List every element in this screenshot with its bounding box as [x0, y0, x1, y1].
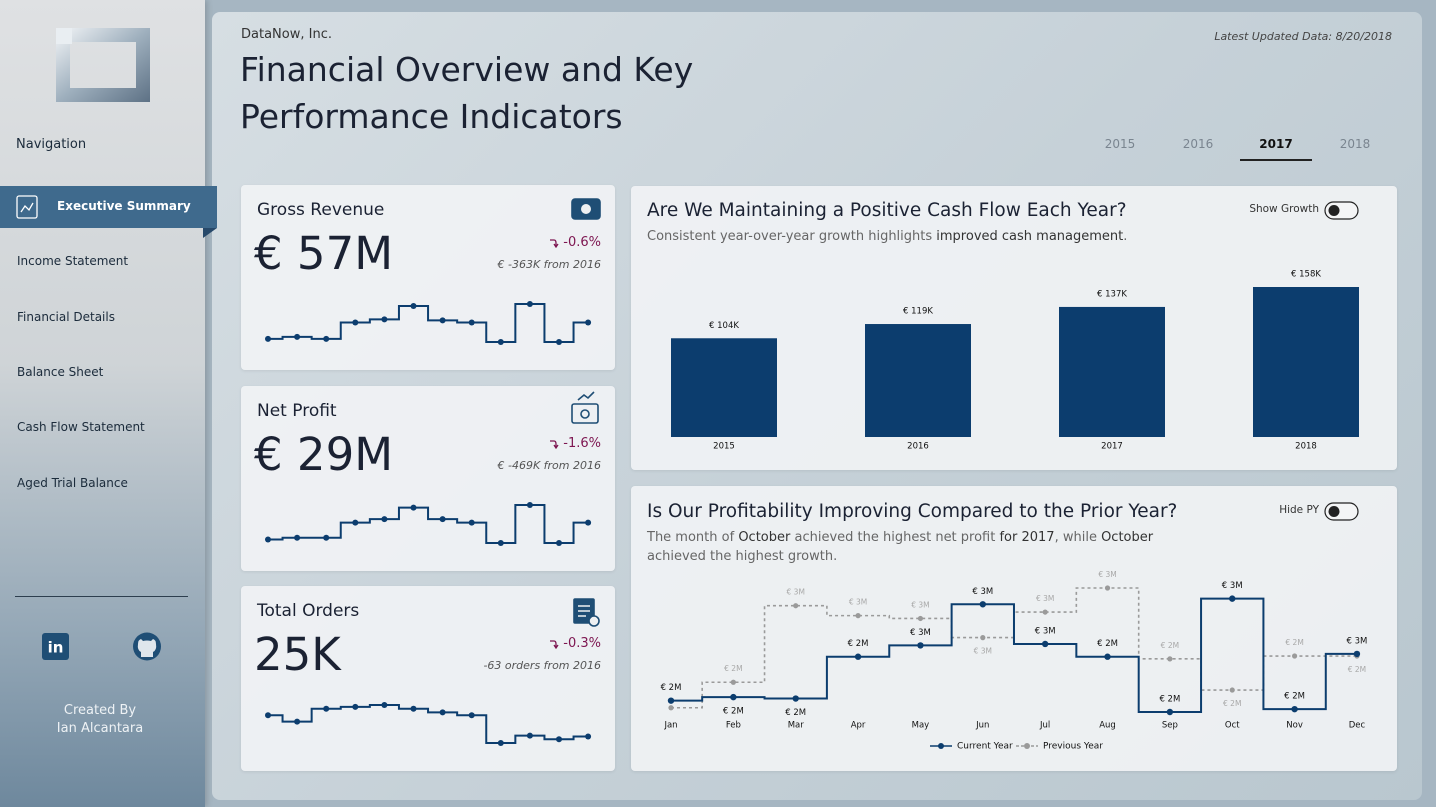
toggle-label: Hide PY: [1279, 504, 1319, 516]
subtitle-part: , while: [1054, 530, 1102, 545]
year-underline: [1240, 159, 1312, 161]
kpi-change: -0.3%: [549, 636, 601, 651]
year-button[interactable]: 2018: [1339, 137, 1371, 151]
subtitle-part: improved cash management: [936, 229, 1124, 244]
nav-item[interactable]: Balance Sheet: [17, 365, 104, 379]
chart-subtitle: The month of October achieved the highes…: [647, 528, 1167, 566]
kpi-comparison: € -469K from 2016: [497, 459, 601, 472]
year-button[interactable]: 2015: [1104, 137, 1136, 151]
kpi-title: Net Profit: [257, 401, 337, 421]
company-name: DataNow, Inc.: [241, 27, 332, 42]
svg-text:in: in: [48, 639, 64, 657]
down-arrow: [550, 439, 559, 449]
credit: Created By: [63, 703, 137, 718]
credit: Ian Alcantara: [56, 721, 144, 736]
updated-date: Latest Updated Data: 8/20/2018: [1214, 30, 1392, 43]
nav-item[interactable]: Income Statement: [17, 254, 129, 268]
year-button[interactable]: 2017: [1259, 137, 1293, 151]
chart-subtitle: Consistent year-over-year growth highlig…: [647, 227, 1347, 246]
linkedin-icon[interactable]: [42, 633, 69, 660]
subtitle-part: The month of: [647, 530, 739, 545]
toggle-label: Show Growth: [1249, 203, 1319, 215]
kpi-value: € 57M: [254, 227, 394, 280]
divider: [15, 596, 188, 597]
subtitle-part: achieved the highest net profit: [790, 530, 1000, 545]
kpi-change-value: -0.3%: [563, 636, 601, 651]
chart-title: Is Our Profitability Improving Compared …: [647, 501, 1178, 522]
kpi-change-value: -1.6%: [563, 436, 601, 451]
nav-item[interactable]: Cash Flow Statement: [17, 420, 145, 434]
subtitle-part: Consistent year-over-year growth highlig…: [647, 229, 937, 244]
subtitle-part: for 2017: [999, 530, 1055, 545]
kpi-change-value: -0.6%: [563, 235, 601, 250]
social-icons: in: [42, 632, 161, 661]
down-arrow: [550, 238, 559, 248]
kpi-change: -0.6%: [549, 235, 601, 250]
nav-label: Navigation: [16, 137, 87, 152]
kpi-value: € 29M: [254, 428, 394, 481]
kpi-change: -1.6%: [549, 436, 601, 451]
kpi-comparison: € -363K from 2016: [497, 258, 601, 271]
subtitle-part: achieved the highest growth.: [647, 549, 838, 564]
logo: [56, 28, 150, 102]
year-button[interactable]: 2016: [1182, 137, 1214, 151]
nav-item[interactable]: Executive Summary: [57, 199, 191, 213]
kpi-comparison: -63 orders from 2016: [483, 659, 601, 672]
subtitle-part: October: [1101, 530, 1154, 545]
kpi-title: Total Orders: [257, 601, 360, 621]
kpi-title: Gross Revenue: [257, 200, 385, 220]
sidebar: in: [0, 0, 205, 807]
subtitle-part: .: [1123, 229, 1128, 244]
page-title: Financial Overview and Key Performance I…: [240, 50, 694, 136]
down-arrow: [550, 639, 559, 649]
nav-item[interactable]: Financial Details: [17, 310, 115, 324]
nav-item[interactable]: Aged Trial Balance: [17, 476, 128, 490]
chart-title: Are We Maintaining a Positive Cash Flow …: [647, 200, 1127, 221]
kpi-value: 25K: [254, 628, 341, 681]
subtitle-part: October: [738, 530, 791, 545]
